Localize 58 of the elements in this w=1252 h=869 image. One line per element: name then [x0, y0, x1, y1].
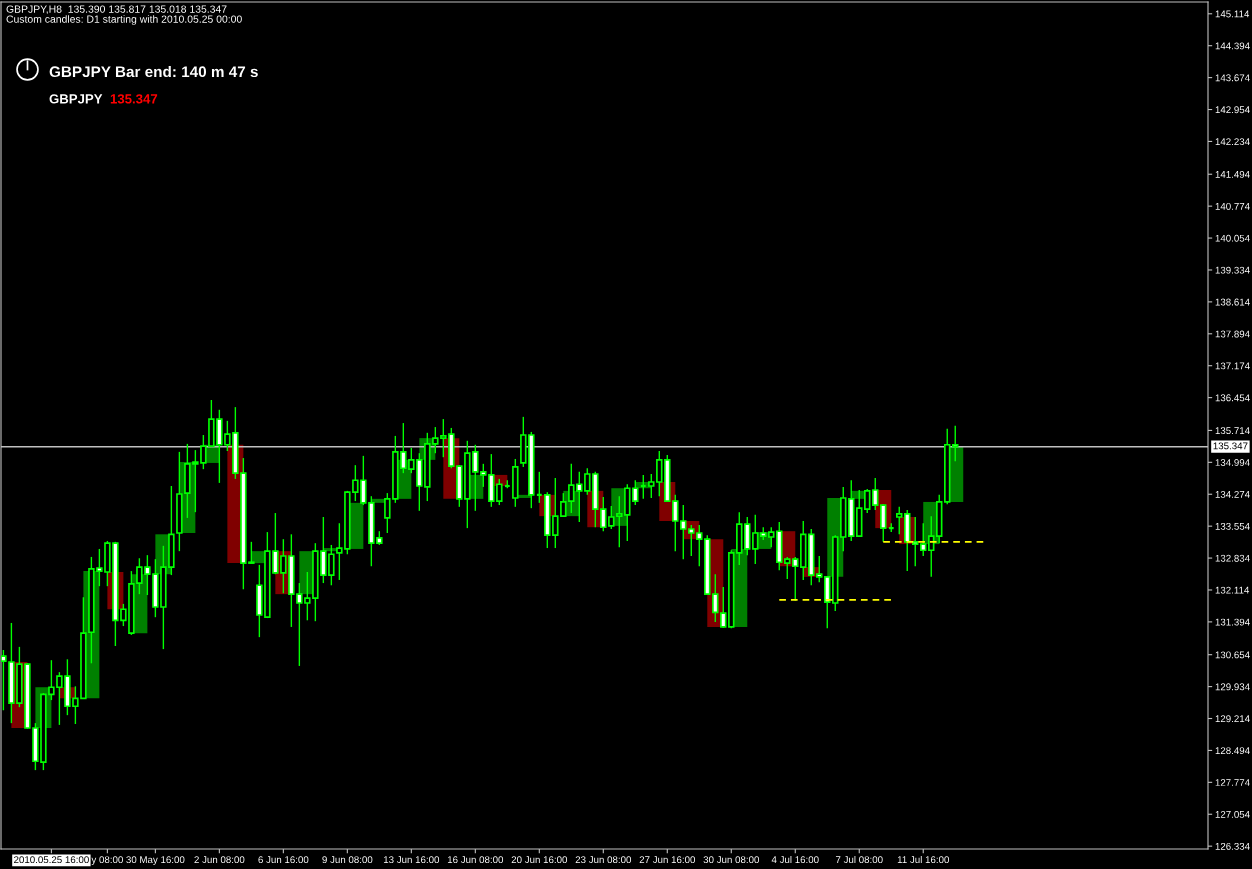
- y-tick-label: 140.774: [1215, 202, 1250, 210]
- y-tick-label: 144.394: [1215, 42, 1250, 50]
- x-tick-label: 27 Jun 16:00: [639, 856, 696, 864]
- y-tick-label: 143.674: [1215, 74, 1250, 82]
- x-tick-label: 6 Jun 16:00: [258, 856, 309, 864]
- y-tick-label: 126.334: [1215, 842, 1250, 850]
- x-tick-label: 30 May 16:00: [126, 856, 185, 866]
- y-tick-label: 139.334: [1215, 266, 1250, 274]
- y-tick-label: 140.054: [1215, 234, 1250, 242]
- y-tick-label: 145.114: [1215, 10, 1250, 18]
- candlestick: [535, 471, 543, 504]
- x-tick-label: 23 Jun 08:00: [575, 856, 632, 864]
- annotation: GBPJPY Bar end: 140 m 47 s: [49, 65, 258, 78]
- candlestick: [872, 477, 879, 511]
- candlestick: [920, 522, 927, 557]
- y-tick-label: 138.614: [1215, 298, 1250, 306]
- x-tick-label: 30 Jun 08:00: [703, 856, 760, 864]
- y-tick-label: 137.174: [1215, 362, 1250, 370]
- y-tick-label: 132.834: [1215, 554, 1250, 562]
- x-tick-label: 9 Jun 08:00: [322, 856, 373, 864]
- x-tick-label: y 08:00: [91, 856, 123, 866]
- y-tick-label: 129.934: [1215, 683, 1250, 691]
- x-tick-label: 2010.05.25 16:00: [14, 856, 89, 864]
- x-tick-label: 7 Jul 08:00: [835, 855, 883, 864]
- ref-line-label: 135.347: [1213, 442, 1248, 450]
- y-tick-label: 129.214: [1215, 715, 1250, 723]
- annotation: GBPJPY: [49, 94, 103, 104]
- y-tick-label: 131.394: [1215, 618, 1250, 626]
- y-tick-label: 128.494: [1215, 747, 1250, 755]
- candlestick: [952, 425, 959, 462]
- x-tick-label: 11 Jul 16:00: [897, 855, 949, 864]
- y-tick-label: 133.554: [1215, 522, 1250, 530]
- y-tick-label: 132.114: [1215, 586, 1250, 594]
- text: Custom candles: D1 starting with 2010.05.25 00:00: [6, 15, 242, 25]
- y-tick-label: 135.714: [1215, 427, 1250, 435]
- y-tick-label: 134.994: [1215, 459, 1250, 466]
- x-tick-label: 2 Jun 08:00: [194, 856, 245, 864]
- candlestick: [816, 555, 823, 583]
- y-tick-label: 142.954: [1215, 106, 1250, 114]
- y-tick-label: 136.454: [1215, 394, 1250, 402]
- candlestick: [912, 516, 919, 567]
- y-tick-label: 127.054: [1215, 810, 1250, 818]
- x-tick-label: 20 Jun 16:00: [511, 856, 568, 864]
- x-tick-label: 13 Jun 16:00: [383, 856, 440, 864]
- candlestick: [896, 506, 903, 536]
- y-tick-label: 130.654: [1215, 651, 1250, 659]
- x-tick-label: 16 Jun 08:00: [447, 856, 504, 864]
- y-tick-label: 127.774: [1215, 779, 1250, 786]
- annotation: 135.347: [110, 94, 158, 104]
- x-tick-label: 4 Jul 16:00: [771, 855, 819, 864]
- y-tick-label: 142.234: [1215, 138, 1250, 146]
- candlestick: [639, 474, 647, 500]
- candlestick: [880, 503, 887, 543]
- chart-title: GBPJPY,H8 135.390 135.817 135.018 135.347: [6, 5, 227, 15]
- y-tick-label: 134.274: [1215, 490, 1250, 498]
- candlestick: [864, 488, 871, 514]
- y-tick-label: 137.894: [1215, 330, 1250, 338]
- y-tick-label: 141.494: [1215, 170, 1250, 178]
